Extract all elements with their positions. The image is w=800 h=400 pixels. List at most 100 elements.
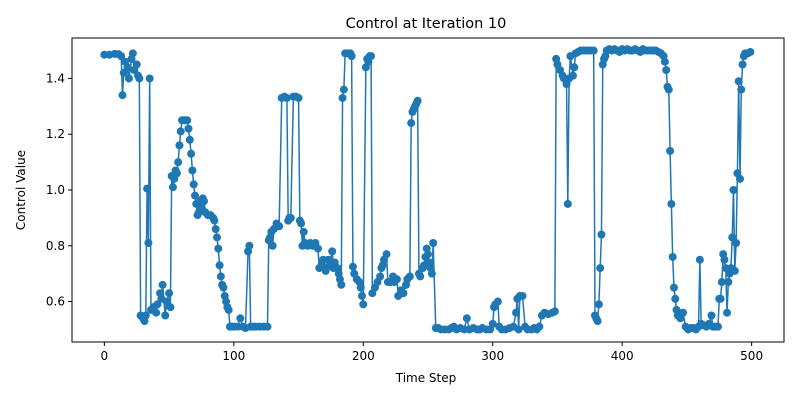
data-point-129	[338, 93, 347, 102]
data-point-146	[367, 52, 376, 61]
data-point-247	[593, 317, 602, 326]
data-point-277	[660, 57, 669, 66]
data-point-88	[263, 322, 272, 331]
data-point-41	[176, 127, 185, 136]
y-tick-label: 1.0	[46, 183, 65, 197]
data-point-67	[216, 272, 225, 281]
data-point-65	[214, 244, 223, 253]
data-point-134	[347, 52, 356, 61]
data-point-6	[119, 68, 128, 77]
data-point-62	[210, 216, 219, 225]
y-tick-label: 1.4	[46, 71, 65, 85]
data-point-204	[493, 297, 502, 306]
data-point-82	[245, 241, 254, 250]
data-point-236	[570, 63, 579, 72]
data-point-248	[594, 300, 603, 309]
x-axis: 0 100 200 300 400 500	[101, 342, 763, 363]
data-point-64	[212, 233, 221, 242]
x-tick-label: 0	[101, 349, 109, 363]
data-point-130	[339, 85, 348, 94]
data-point-285	[671, 294, 680, 303]
data-point-284	[669, 283, 678, 292]
data-point-249	[596, 264, 605, 273]
data-point-316	[729, 186, 738, 194]
data-point-25	[152, 308, 161, 317]
data-point-201	[488, 319, 497, 328]
data-point-139	[356, 283, 365, 292]
data-point-154	[382, 250, 391, 259]
data-point-32	[165, 289, 174, 298]
data-point-165	[405, 272, 414, 281]
data-point-166	[407, 119, 416, 128]
data-point-193	[462, 314, 471, 323]
data-point-38	[172, 169, 181, 178]
data-point-225	[550, 307, 559, 316]
x-tick-label: 200	[352, 349, 375, 363]
data-point-181	[427, 269, 436, 278]
data-point-307	[717, 278, 726, 287]
data-point-73	[224, 305, 233, 314]
data-point-45	[184, 124, 193, 133]
data-point-322	[737, 85, 746, 94]
data-point-66	[215, 261, 224, 270]
data-point-108	[299, 227, 308, 236]
data-point-182	[429, 238, 438, 247]
data-point-171	[413, 96, 422, 105]
x-tick-label: 300	[481, 349, 504, 363]
data-point-140	[357, 291, 366, 300]
data-point-162	[399, 289, 408, 298]
data-point-327	[746, 47, 755, 56]
data-point-4	[117, 52, 126, 61]
data-point-5	[118, 91, 127, 100]
data-point-159	[392, 275, 401, 284]
data-point-278	[662, 66, 671, 75]
x-tick-label: 400	[611, 349, 634, 363]
data-point-30	[161, 311, 170, 320]
data-point-31	[162, 297, 171, 306]
data-point-101	[286, 213, 295, 222]
data-point-21	[144, 238, 153, 247]
data-point-46	[185, 135, 194, 144]
data-point-283	[668, 252, 677, 261]
data-point-214	[518, 291, 527, 300]
data-point-312	[724, 278, 733, 287]
data-point-78	[236, 314, 245, 323]
data-point-250	[597, 230, 606, 239]
data-point-311	[723, 308, 732, 317]
data-point-212	[514, 325, 523, 334]
data-point-69	[219, 283, 228, 292]
data-point-232	[563, 199, 572, 208]
data-point-20	[143, 184, 152, 193]
data-point-317	[730, 266, 739, 275]
data-point-11	[128, 49, 137, 58]
data-point-220	[535, 322, 544, 331]
data-point-98	[282, 93, 291, 102]
data-point-210	[512, 308, 521, 317]
data-point-315	[728, 233, 737, 242]
x-axis-label: Time Step	[395, 371, 457, 385]
data-point-9	[124, 74, 133, 83]
data-point-141	[359, 300, 368, 309]
data-point-150	[376, 272, 385, 281]
data-point-128	[337, 280, 346, 289]
data-point-235	[568, 71, 577, 80]
data-point-33	[166, 303, 175, 312]
data-point-8	[123, 63, 132, 72]
data-point-119	[321, 266, 330, 275]
data-point-19	[141, 311, 150, 320]
data-point-40	[175, 141, 184, 150]
data-point-320	[734, 77, 743, 86]
data-point-92	[268, 241, 277, 250]
data-point-122	[328, 247, 337, 256]
data-point-63	[211, 225, 220, 234]
y-tick-label: 0.8	[46, 239, 65, 253]
data-point-22	[145, 74, 154, 83]
data-point-281	[666, 146, 675, 155]
chart-title: Control at Iteration 10	[346, 16, 507, 32]
data-point-95	[275, 222, 284, 231]
data-point-280	[664, 85, 673, 94]
data-point-50	[190, 191, 199, 200]
data-point-323	[738, 60, 747, 69]
data-point-321	[735, 174, 744, 183]
